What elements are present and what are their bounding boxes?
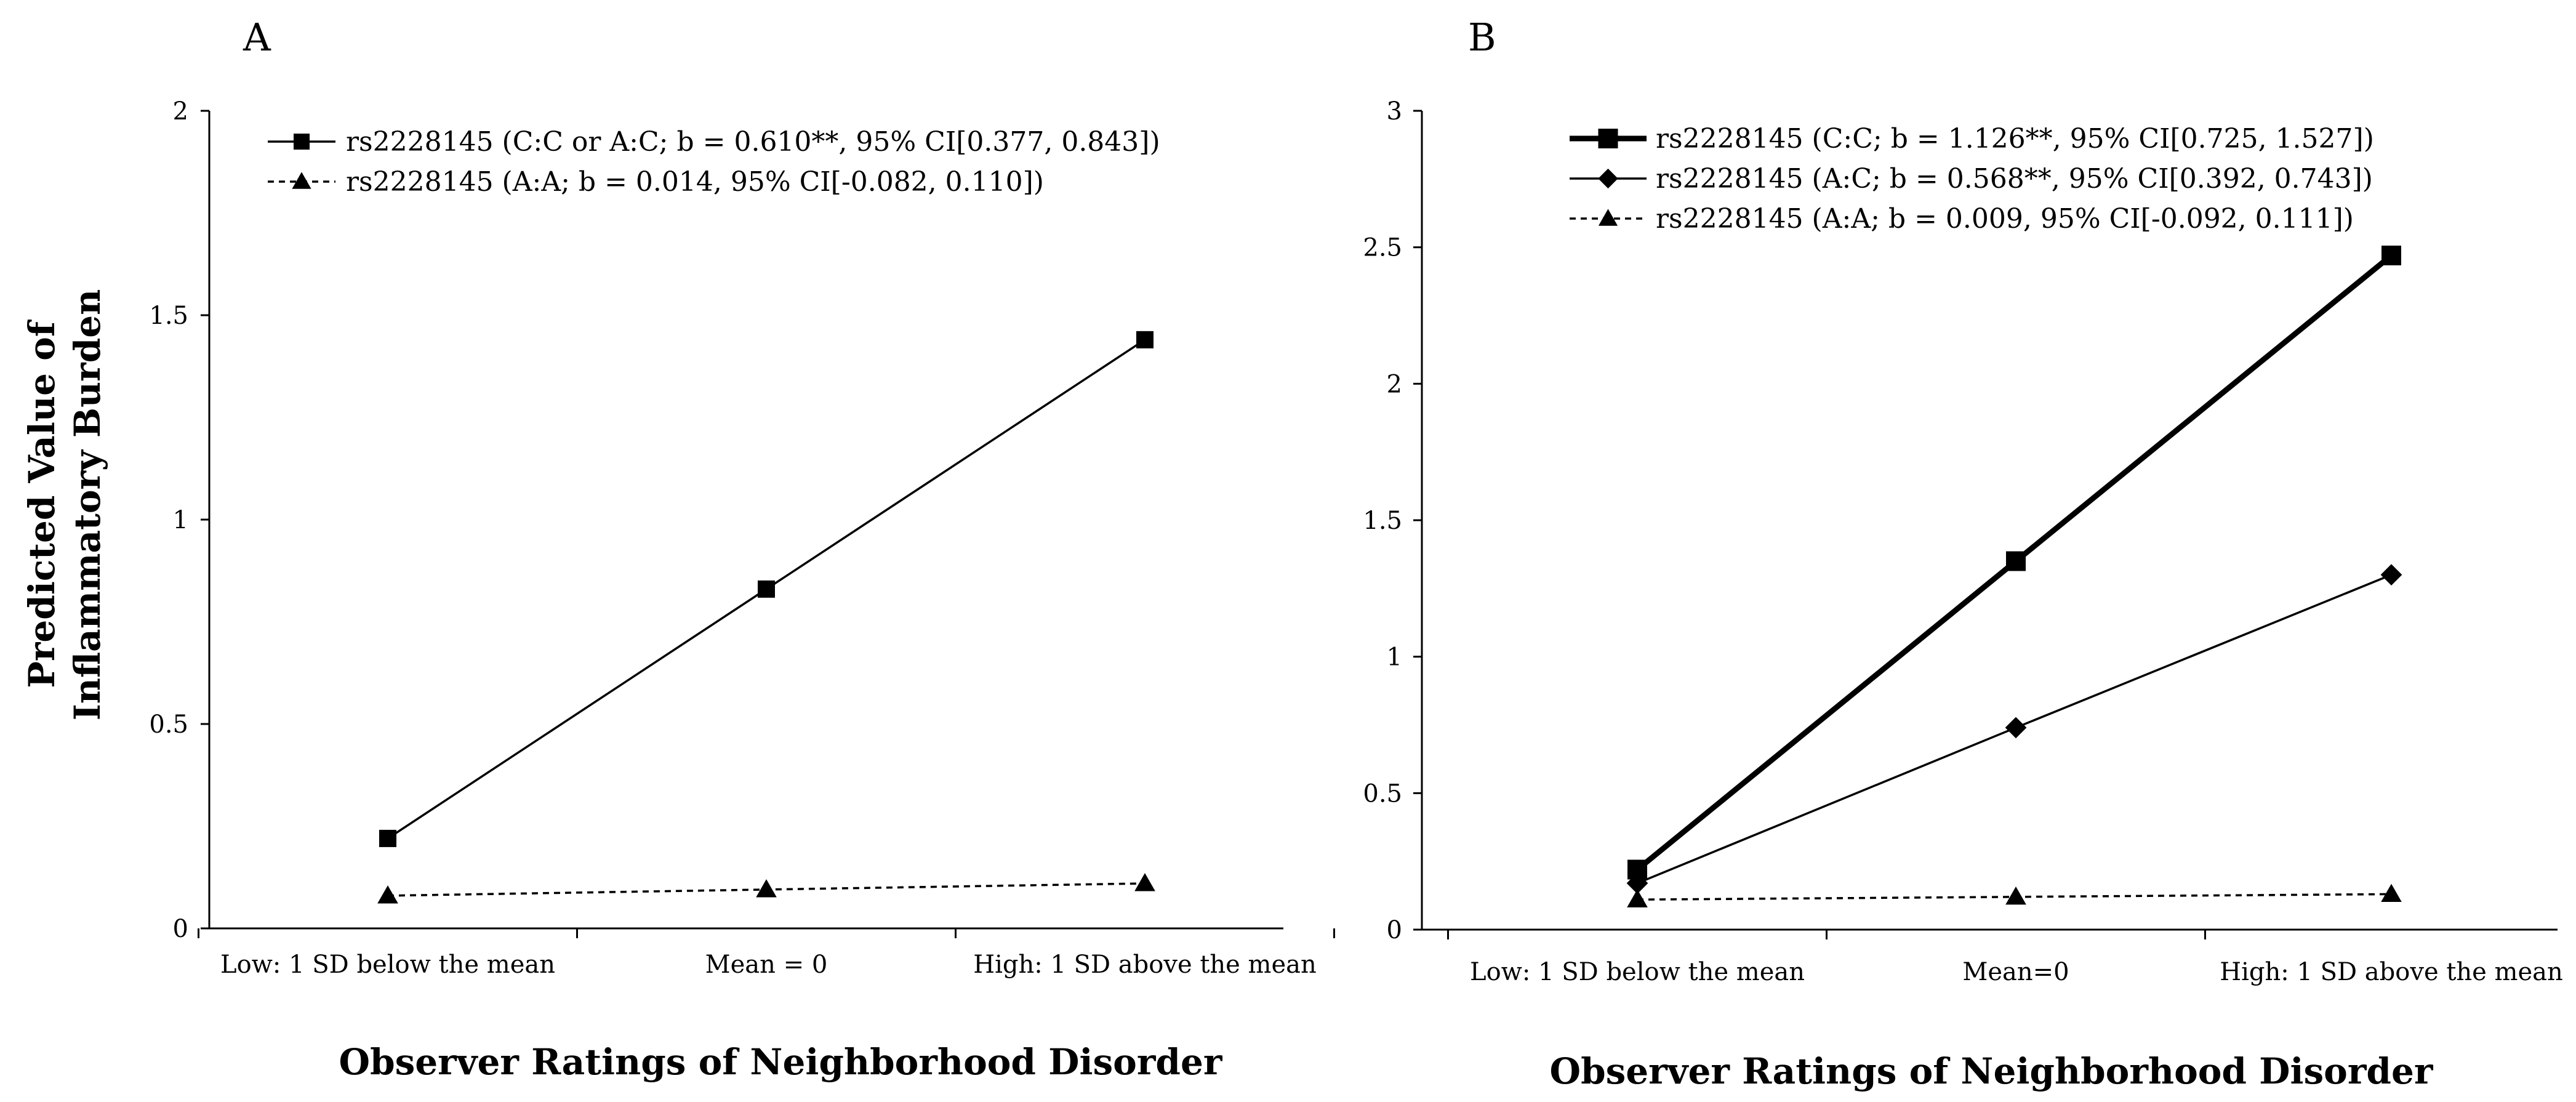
y-tick-label: 1 [173, 506, 188, 534]
series-group-b [1626, 245, 2402, 907]
x-category-label: High: 1 SD above the mean [2220, 958, 2563, 986]
y-axis-title: Predicted Value of Inflammatory Burden [21, 289, 108, 721]
data-point [2380, 564, 2402, 586]
x-category-label: Mean = 0 [705, 951, 828, 979]
legend-label-1: rs2228145 (C:C or A:C; b = 0.610**, 95% … [346, 126, 1160, 158]
legend-b: rs2228145 (C:C; b = 1.126**, 95% CI[0.72… [1570, 123, 2374, 235]
data-point [1136, 331, 1154, 348]
x-category-label: Low: 1 SD below the mean [1470, 958, 1805, 986]
legend-label-3: rs2228145 (A:A; b = 0.009, 95% CI[-0.092… [1656, 203, 2354, 235]
panel-label-a: A [243, 15, 271, 60]
y-tick-label: 1.5 [149, 302, 188, 330]
data-point [758, 580, 775, 598]
legend-a: rs2228145 (C:C or A:C; b = 0.610**, 95% … [268, 126, 1160, 198]
x-axis-title-a: Observer Ratings of Neighborhood Disorde… [339, 1041, 1223, 1083]
data-point [1626, 872, 1648, 894]
x-ticks-a: Low: 1 SD below the mean Mean = 0 High: 1 … [198, 928, 1335, 979]
legend-marker [1598, 129, 1618, 148]
series-group-a [377, 331, 1155, 904]
legend-label-2: rs2228145 (A:A; b = 0.014, 95% CI[-0.082… [346, 166, 1044, 198]
y-tick-label: 2 [173, 97, 188, 126]
y-tick-label: 1 [1387, 643, 1402, 672]
data-point [377, 885, 398, 904]
legend-label-2: rs2228145 (A:C; b = 0.568**, 95% CI[0.39… [1656, 163, 2373, 195]
y-tick-label: 0.5 [149, 710, 188, 739]
data-point [1134, 873, 1155, 891]
x-category-label: Low: 1 SD below the mean [220, 951, 555, 979]
data-point [2381, 245, 2401, 265]
legend-marker [1598, 168, 1618, 189]
legend-marker [1598, 209, 1618, 226]
y-axis-title-line-2: Inflammatory Burden [66, 289, 108, 721]
y-axis-title-line-1: Predicted Value of [21, 319, 63, 688]
legend-label-1: rs2228145 (C:C; b = 1.126**, 95% CI[0.72… [1656, 123, 2374, 155]
y-tick-label: 2.5 [1363, 234, 1402, 262]
data-point [2381, 883, 2402, 902]
y-ticks-a: 0 0.5 1 1.5 2 [149, 97, 209, 943]
x-category-label: Mean=0 [1962, 958, 2069, 986]
y-tick-label: 0.5 [1363, 779, 1402, 808]
y-tick-label: 3 [1387, 97, 1402, 126]
legend-marker [292, 172, 311, 189]
x-category-label: High: 1 SD above the mean [973, 951, 1317, 979]
data-point [756, 879, 777, 898]
data-point [2005, 887, 2026, 905]
y-ticks-b: 0 0.5 1 1.5 2 2.5 3 [1363, 97, 1422, 944]
y-tick-label: 1.5 [1363, 507, 1402, 535]
chart-panel-b: B 0 0.5 1 1.5 2 2.5 3 Low: 1 SD below the mean… [1363, 15, 2563, 1092]
data-point [1627, 889, 1648, 907]
data-point [379, 829, 396, 847]
y-tick-label: 0 [173, 915, 188, 943]
data-point [2005, 717, 2027, 739]
x-axis-title-b: Observer Ratings of Neighborhood Disorde… [1550, 1050, 2434, 1092]
legend-marker [294, 134, 310, 150]
x-ticks-b: Low: 1 SD below the mean Mean=0 High: 1 SD… [1447, 930, 2563, 986]
y-tick-label: 2 [1387, 370, 1402, 398]
chart-panel-a: A 0 0.5 1 1.5 2 Low: 1 SD below the mean Mean… [149, 15, 1335, 1083]
data-point [2006, 551, 2026, 571]
panel-label-b: B [1468, 15, 1496, 60]
y-tick-label: 0 [1387, 916, 1402, 944]
